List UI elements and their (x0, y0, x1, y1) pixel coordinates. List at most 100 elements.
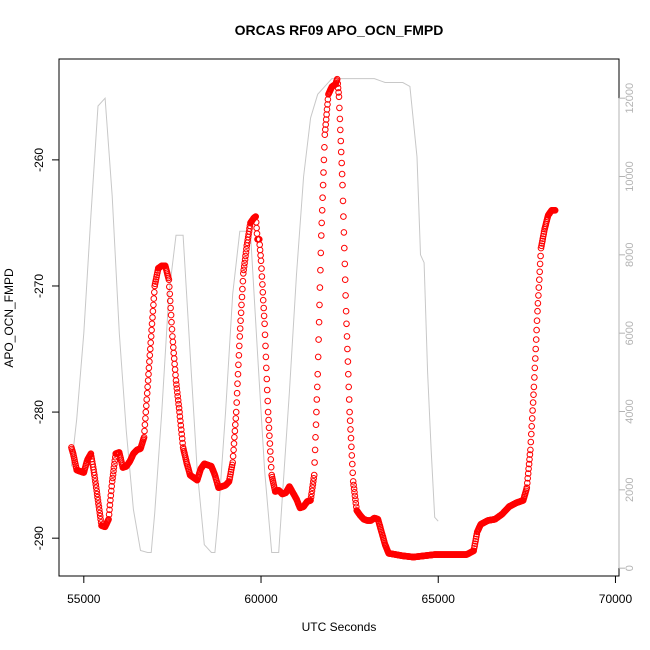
data-point (149, 307, 157, 315)
data-point (231, 434, 238, 441)
data-point (177, 422, 185, 429)
y-tick-label: -280 (32, 400, 46, 424)
right-altitude-axis: 0 2000 4000 6000 8000 10000 12000 (618, 83, 636, 571)
data-point (311, 459, 318, 466)
data-point (322, 126, 329, 133)
data-point (470, 547, 478, 555)
data-point (95, 503, 103, 510)
data-point (233, 399, 240, 406)
data-point (260, 312, 268, 320)
data-point (319, 181, 327, 189)
data-point (143, 389, 151, 397)
data-point (313, 396, 321, 403)
data-point (94, 497, 102, 504)
data-point (471, 542, 478, 550)
x-tick-label: 65000 (422, 592, 456, 606)
data-point (323, 106, 331, 113)
data-point (528, 423, 536, 430)
data-point (307, 497, 314, 504)
data-point (350, 481, 357, 489)
data-point (259, 289, 267, 296)
data-point (308, 487, 316, 495)
data-point (310, 475, 318, 482)
data-point (551, 207, 559, 214)
data-point (349, 469, 357, 477)
data-point (529, 399, 537, 406)
data-point (234, 380, 241, 388)
data-point (531, 364, 539, 372)
data-point (111, 457, 119, 464)
data-point (92, 484, 100, 492)
data-point (172, 377, 180, 384)
data-point (91, 475, 99, 482)
data-point (523, 484, 531, 492)
data-point (178, 426, 185, 434)
data-point (260, 304, 268, 312)
data-point (109, 474, 116, 482)
y2-tick-label: 4000 (624, 399, 636, 423)
data-point (167, 311, 175, 319)
data-point (337, 126, 344, 134)
data-point (263, 386, 271, 394)
data-point (240, 270, 247, 277)
data-point (178, 435, 186, 442)
data-point (259, 296, 267, 304)
data-point (173, 385, 181, 392)
data-point (106, 506, 113, 514)
data-point (238, 293, 246, 301)
data-point (227, 471, 234, 478)
data-point (263, 364, 270, 372)
data-point (265, 424, 273, 432)
data-point (336, 104, 343, 112)
data-point (226, 473, 234, 481)
data-point (166, 290, 174, 298)
data-point (317, 249, 325, 257)
data-point (150, 295, 158, 302)
data-point (343, 320, 350, 328)
data-point (317, 266, 324, 274)
data-point (540, 228, 548, 235)
data-point (532, 336, 540, 343)
data-point (106, 501, 114, 509)
y2-tick-label: 12000 (624, 83, 636, 114)
data-point (96, 506, 103, 514)
data-point (540, 230, 548, 238)
data-point (538, 242, 545, 250)
data-point (241, 259, 248, 267)
data-point (532, 345, 540, 353)
data-point (309, 481, 317, 488)
data-point (141, 427, 148, 435)
data-point (337, 148, 345, 156)
data-point (266, 440, 274, 447)
data-point (472, 535, 480, 543)
data-point (228, 461, 236, 469)
data-point (345, 383, 353, 391)
data-point (109, 471, 117, 478)
data-point (535, 292, 542, 299)
data-point (266, 432, 273, 440)
data-point (267, 448, 274, 455)
data-point (527, 438, 535, 446)
data-point (174, 397, 182, 404)
data-point (108, 482, 115, 490)
data-point (351, 492, 359, 500)
data-point (533, 317, 541, 325)
data-point (535, 284, 543, 291)
y-axis: -290 -280 -270 -260 (32, 148, 60, 550)
data-point (96, 512, 104, 520)
x-axis-label: UTC Seconds (302, 620, 377, 634)
data-point (108, 478, 116, 485)
data-point (343, 333, 351, 340)
data-point (316, 301, 323, 309)
data-point (92, 478, 99, 485)
data-point (144, 383, 151, 391)
data-point (237, 309, 245, 317)
data-point (232, 415, 240, 422)
data-point (318, 232, 325, 239)
data-point (342, 292, 349, 299)
data-point (345, 370, 352, 378)
data-point (324, 101, 331, 108)
data-point (311, 446, 319, 454)
data-point (524, 479, 531, 487)
